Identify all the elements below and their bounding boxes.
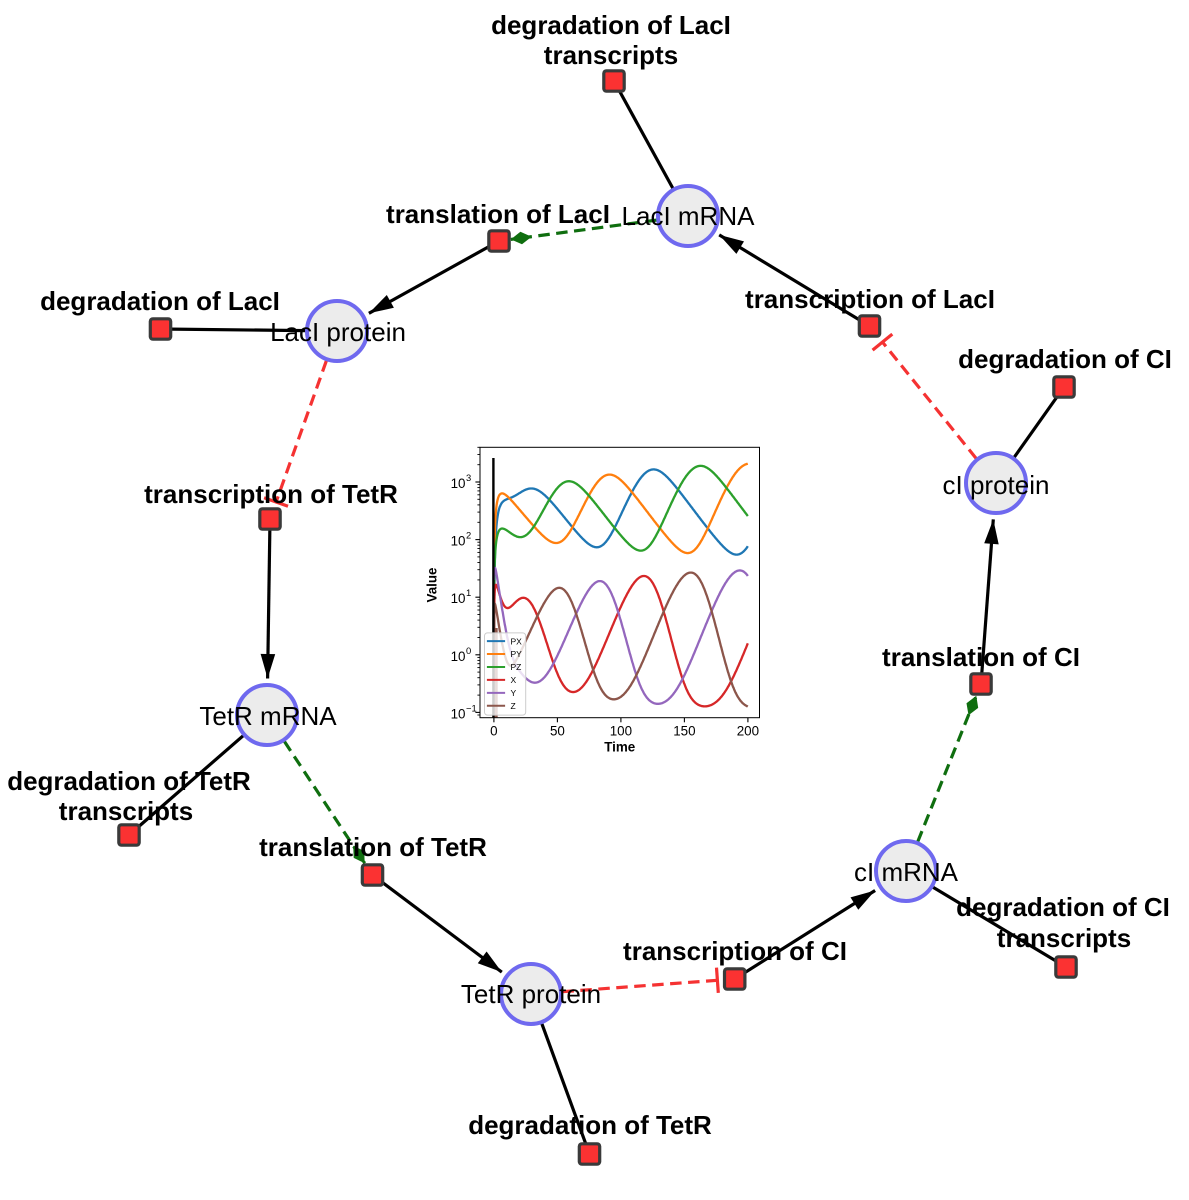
svg-text:100: 100 bbox=[610, 724, 632, 739]
svg-text:50: 50 bbox=[550, 724, 565, 739]
svg-text:transcripts: transcripts bbox=[59, 796, 193, 826]
svg-text:translation of LacI: translation of LacI bbox=[386, 199, 610, 229]
svg-text:degradation of CI: degradation of CI bbox=[956, 892, 1170, 922]
svg-text:transcription of TetR: transcription of TetR bbox=[144, 479, 398, 509]
svg-text:translation of TetR: translation of TetR bbox=[259, 832, 487, 862]
svg-text:translation of CI: translation of CI bbox=[882, 642, 1080, 672]
svg-text:0: 0 bbox=[466, 645, 471, 656]
svg-text:200: 200 bbox=[737, 724, 759, 739]
svg-text:Value: Value bbox=[424, 568, 439, 603]
svg-text:0: 0 bbox=[490, 724, 497, 739]
svg-text:transcripts: transcripts bbox=[544, 40, 678, 70]
svg-text:LacI protein: LacI protein bbox=[270, 317, 406, 347]
svg-text:150: 150 bbox=[673, 724, 695, 739]
svg-text:10: 10 bbox=[451, 706, 466, 721]
svg-text:Y: Y bbox=[511, 688, 517, 698]
svg-text:cI protein: cI protein bbox=[943, 470, 1050, 500]
svg-text:degradation of CI: degradation of CI bbox=[958, 344, 1172, 374]
svg-text:10: 10 bbox=[451, 649, 466, 664]
svg-text:transcription of CI: transcription of CI bbox=[623, 936, 847, 966]
svg-text:transcription of LacI: transcription of LacI bbox=[745, 284, 995, 314]
svg-text:PZ: PZ bbox=[511, 662, 522, 672]
svg-text:LacI mRNA: LacI mRNA bbox=[622, 201, 756, 231]
svg-text:3: 3 bbox=[466, 472, 471, 483]
svg-text:PY: PY bbox=[511, 649, 523, 659]
svg-text:Time: Time bbox=[604, 740, 635, 755]
svg-text:degradation of LacI: degradation of LacI bbox=[491, 10, 731, 40]
svg-text:degradation of LacI: degradation of LacI bbox=[40, 286, 280, 316]
svg-text:10: 10 bbox=[451, 591, 466, 606]
svg-text:PX: PX bbox=[511, 636, 523, 646]
svg-text:degradation of TetR: degradation of TetR bbox=[468, 1110, 712, 1140]
svg-text:X: X bbox=[511, 675, 517, 685]
svg-text:1: 1 bbox=[466, 587, 471, 598]
svg-text:10: 10 bbox=[451, 534, 466, 549]
svg-text:cI mRNA: cI mRNA bbox=[854, 857, 959, 887]
svg-text:TetR mRNA: TetR mRNA bbox=[199, 701, 337, 731]
svg-text:−1: −1 bbox=[466, 702, 477, 713]
svg-text:2: 2 bbox=[466, 530, 471, 541]
svg-text:transcripts: transcripts bbox=[997, 923, 1131, 953]
svg-text:10: 10 bbox=[451, 476, 466, 491]
svg-text:Z: Z bbox=[511, 701, 516, 711]
svg-text:TetR protein: TetR protein bbox=[461, 979, 601, 1009]
svg-text:degradation of TetR: degradation of TetR bbox=[7, 766, 251, 796]
